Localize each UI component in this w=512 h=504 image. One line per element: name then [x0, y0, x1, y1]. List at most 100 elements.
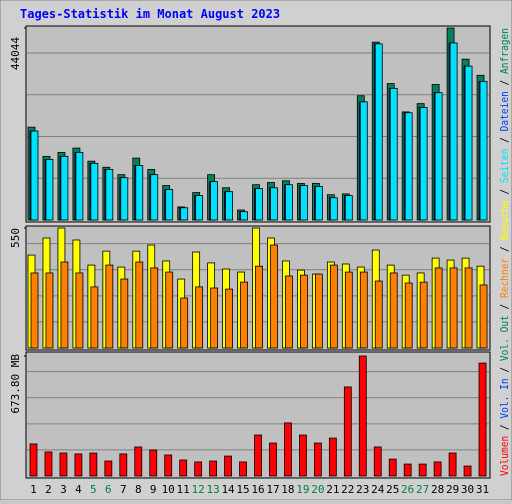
- bar: [374, 280, 383, 349]
- bar: [359, 271, 368, 349]
- bar: [448, 452, 457, 477]
- x-tick-label: 7: [120, 483, 127, 496]
- bar: [389, 272, 398, 349]
- legend-separator: /: [498, 361, 511, 378]
- bar: [389, 87, 398, 221]
- legend-entry: Besuche: [498, 200, 511, 240]
- bar: [358, 355, 367, 477]
- x-tick-label: 10: [162, 483, 175, 496]
- legend-separator: /: [498, 183, 511, 200]
- bar: [120, 278, 129, 349]
- legend-entry: Volumen: [498, 436, 511, 476]
- bar: [270, 244, 278, 349]
- bar: [300, 185, 308, 221]
- bar: [240, 281, 248, 349]
- x-tick-label: 1: [30, 483, 37, 496]
- x-tick-label: 14: [221, 483, 235, 496]
- x-tick-label: 28: [431, 483, 444, 496]
- bar: [29, 443, 38, 477]
- bar: [373, 446, 382, 477]
- bar: [479, 80, 488, 221]
- y-tick-label: 44044: [9, 37, 22, 70]
- bar: [464, 65, 473, 221]
- bar: [30, 130, 39, 221]
- bar: [135, 261, 144, 349]
- x-tick-label: 31: [476, 483, 489, 496]
- bar: [194, 461, 203, 477]
- bar: [180, 297, 189, 349]
- bar: [403, 463, 412, 477]
- legend-separator: /: [498, 241, 511, 258]
- x-tick-label: 30: [461, 483, 474, 496]
- bar: [419, 281, 428, 349]
- bar: [344, 195, 353, 221]
- bar: [119, 453, 128, 477]
- bar: [239, 461, 247, 477]
- bar: [60, 261, 69, 349]
- legend-separator: /: [498, 131, 511, 148]
- bar: [180, 207, 189, 221]
- x-tick-label: 29: [446, 483, 459, 496]
- bar: [285, 275, 293, 349]
- bar: [134, 446, 143, 477]
- x-tick-label: 11: [177, 483, 190, 496]
- bar: [433, 461, 442, 477]
- bar: [150, 267, 159, 349]
- bar: [284, 422, 292, 477]
- bar: [149, 449, 158, 477]
- bar: [240, 211, 248, 221]
- bar: [328, 437, 337, 477]
- bar: [344, 271, 353, 349]
- x-tick-label: 25: [386, 483, 399, 496]
- bar: [44, 451, 53, 477]
- x-tick-label: 18: [281, 483, 294, 496]
- bar: [105, 264, 114, 349]
- bar: [75, 272, 84, 349]
- x-tick-label: 22: [341, 483, 354, 496]
- legend-separator: /: [498, 298, 511, 315]
- x-tick-label: 9: [150, 483, 157, 496]
- bar: [255, 188, 263, 221]
- x-tick-label: 24: [371, 483, 385, 496]
- legend-entry: Vol. Out: [498, 315, 511, 361]
- x-tick-label: 23: [356, 483, 369, 496]
- bar: [210, 181, 219, 221]
- bar: [359, 101, 368, 221]
- legend-entry: Dateien: [498, 91, 511, 131]
- chart-title: Tages-Statistik im Monat August 2023: [20, 7, 280, 21]
- x-tick-label: 5: [90, 483, 97, 496]
- bar: [59, 452, 68, 477]
- x-tick-label: 3: [60, 483, 67, 496]
- bar: [179, 459, 188, 477]
- bar: [60, 155, 69, 221]
- bar: [224, 455, 232, 477]
- x-tick-label: 20: [311, 483, 324, 496]
- legend-entry: Rechner: [498, 257, 511, 298]
- x-tick-label: 27: [416, 483, 429, 496]
- bar: [434, 267, 443, 349]
- bar: [30, 272, 39, 349]
- bar: [449, 42, 458, 221]
- bar: [374, 43, 383, 221]
- x-tick-label: 12: [192, 483, 205, 496]
- bar: [418, 463, 427, 477]
- x-tick-label: 16: [251, 483, 264, 496]
- bar: [164, 454, 173, 477]
- x-tick-label: 4: [75, 483, 82, 496]
- x-tick-label: 17: [266, 483, 279, 496]
- bar: [209, 460, 218, 477]
- y-tick-label: 673.80 MB: [9, 354, 22, 414]
- bar: [45, 159, 54, 221]
- legend: Volumen / Vol. In / Vol. Out / Rechner /…: [498, 28, 511, 476]
- bar: [225, 191, 233, 221]
- bar: [464, 267, 473, 349]
- x-tick-label: 6: [105, 483, 112, 496]
- legend-separator: /: [498, 74, 511, 91]
- bar: [210, 287, 219, 349]
- bar: [463, 465, 472, 477]
- legend-entry: Anfragen: [498, 28, 511, 74]
- bar: [269, 442, 277, 477]
- x-tick-label: 13: [206, 483, 219, 496]
- bar: [329, 197, 338, 221]
